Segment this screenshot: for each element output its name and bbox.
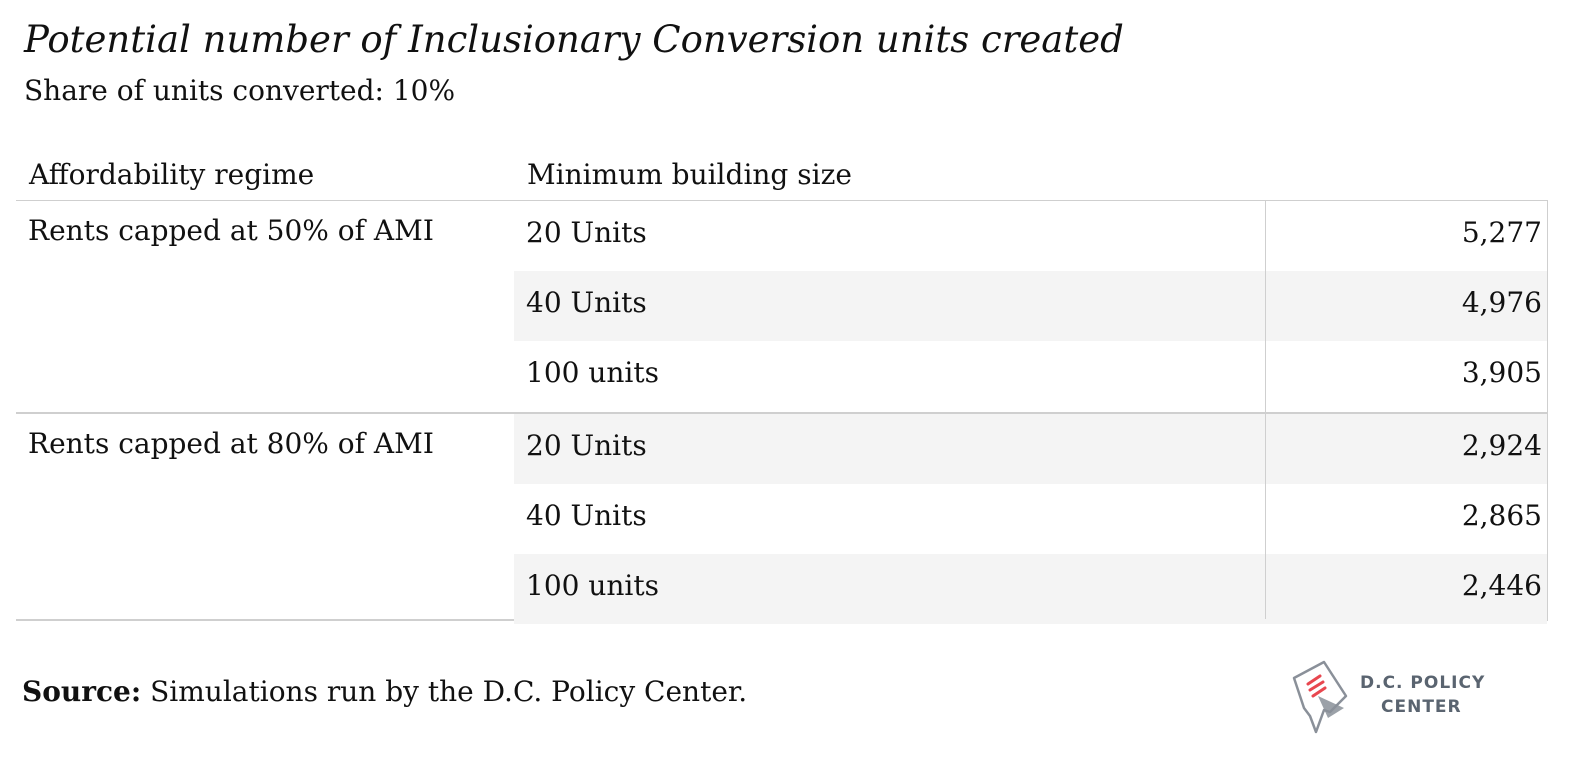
accent-stripe bbox=[1308, 680, 1325, 692]
map-fill bbox=[1318, 696, 1344, 718]
value-cell: 3,905 bbox=[1461, 356, 1542, 389]
table-row: 40 Units 4,976 bbox=[514, 271, 1547, 341]
table-row: 20 Units 5,277 bbox=[514, 201, 1547, 271]
column-header-building-size: Minimum building size bbox=[527, 158, 852, 191]
value-cell: 2,446 bbox=[1461, 569, 1542, 602]
regime-label: Rents capped at 50% of AMI bbox=[28, 214, 434, 247]
table-row: 20 Units 2,924 bbox=[514, 414, 1547, 484]
building-size-cell: 100 units bbox=[526, 569, 659, 602]
source-label: Source: bbox=[22, 675, 142, 708]
value-cell: 2,865 bbox=[1461, 499, 1542, 532]
table-row: 40 Units 2,865 bbox=[514, 484, 1547, 554]
source-note: Source: Simulations run by the D.C. Poli… bbox=[22, 675, 747, 708]
value-cell: 5,277 bbox=[1461, 216, 1542, 249]
data-table: Rents capped at 50% of AMI 20 Units 5,27… bbox=[16, 200, 1548, 624]
building-size-cell: 20 Units bbox=[526, 216, 647, 249]
map-outline bbox=[1292, 660, 1348, 734]
logo-text-line1: D.C. POLICY bbox=[1360, 673, 1486, 693]
building-size-cell: 40 Units bbox=[526, 286, 647, 319]
dc-map-icon bbox=[1292, 660, 1348, 734]
table-group-50-ami: Rents capped at 50% of AMI 20 Units 5,27… bbox=[16, 201, 1547, 411]
building-size-cell: 100 units bbox=[526, 356, 659, 389]
source-text: Simulations run by the D.C. Policy Cente… bbox=[141, 675, 748, 708]
chart-subtitle: Share of units converted: 10% bbox=[24, 74, 456, 107]
chart-title: Potential number of Inclusionary Convers… bbox=[24, 18, 1124, 61]
value-column-divider bbox=[1265, 201, 1266, 619]
value-cell: 2,924 bbox=[1461, 429, 1542, 462]
logo-text-line2: CENTER bbox=[1381, 697, 1462, 717]
dc-policy-center-logo: D.C. POLICY CENTER bbox=[1290, 656, 1484, 736]
accent-stripe bbox=[1306, 674, 1322, 686]
accent-stripe bbox=[1311, 686, 1327, 698]
building-size-cell: 40 Units bbox=[526, 499, 647, 532]
value-cell: 4,976 bbox=[1461, 286, 1542, 319]
regime-label: Rents capped at 80% of AMI bbox=[28, 427, 434, 460]
column-header-regime: Affordability regime bbox=[29, 158, 315, 191]
table-row: 100 units 2,446 bbox=[514, 554, 1547, 624]
table-row: 100 units 3,905 bbox=[514, 341, 1547, 411]
building-size-cell: 20 Units bbox=[526, 429, 647, 462]
table-group-80-ami: Rents capped at 80% of AMI 20 Units 2,92… bbox=[16, 412, 1547, 624]
